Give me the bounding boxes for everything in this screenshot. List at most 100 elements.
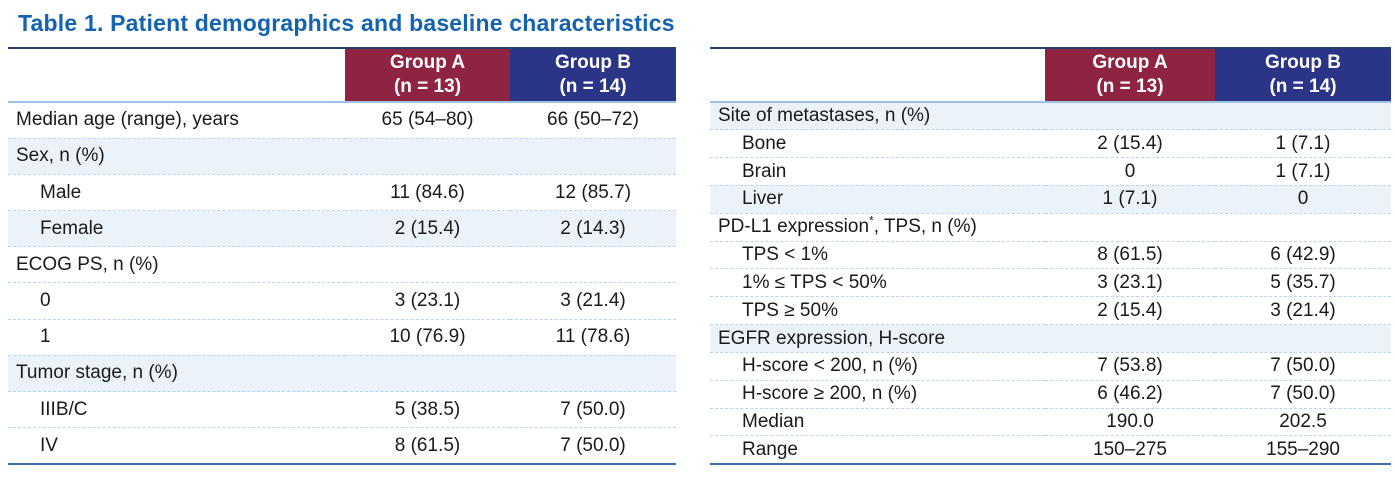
table-row: PD-L1 expression*, TPS, n (%) bbox=[710, 213, 1391, 242]
value-group-b: 12 (85.7) bbox=[554, 181, 632, 203]
table-row: EGFR expression, H-score bbox=[710, 324, 1391, 353]
row-label-text: ECOG PS, n (%) bbox=[16, 253, 159, 275]
value-group-a bbox=[1045, 325, 1215, 353]
row-label: IV bbox=[8, 428, 345, 464]
row-label-text: H-score < 200, n (%) bbox=[742, 355, 918, 377]
value-group-b: 0 bbox=[1297, 188, 1309, 210]
table-row: Median 190.0 202.5 bbox=[710, 408, 1391, 436]
header-group-a-label: Group A bbox=[389, 52, 466, 74]
value-group-b bbox=[510, 355, 676, 391]
row-label-text: IIIB/C bbox=[40, 398, 88, 420]
table-row: 1 10 (76.9) 11 (78.6) bbox=[8, 319, 676, 356]
row-label-text: TPS < 1% bbox=[742, 244, 829, 266]
table-row: Female 2 (15.4) 2 (14.3) bbox=[8, 210, 676, 247]
row-label-text: Sex, n (%) bbox=[16, 145, 105, 167]
row-label: IIIB/C bbox=[8, 392, 345, 428]
row-label: 1 bbox=[8, 319, 345, 355]
row-label-text: IV bbox=[40, 434, 58, 456]
value-group-b: 7 (50.0) bbox=[1270, 355, 1336, 377]
header-group-b-label: Group B bbox=[1265, 52, 1341, 74]
row-label: Male bbox=[8, 174, 345, 210]
characteristics-table-body: Site of metastases, n (%) Bone 2 (15.4) … bbox=[710, 102, 1391, 464]
header-group-a-n: (n = 13) bbox=[393, 76, 462, 97]
value-group-b: 11 (78.6) bbox=[555, 326, 631, 348]
row-label: TPS < 1% bbox=[710, 241, 1045, 269]
table-row: IIIB/C 5 (38.5) 7 (50.0) bbox=[8, 391, 676, 428]
row-label-superscript: * bbox=[869, 213, 874, 228]
value-group-a: 2 (15.4) bbox=[394, 217, 461, 239]
table-row: 0 3 (23.1) 3 (21.4) bbox=[8, 282, 676, 320]
value-group-b bbox=[1215, 213, 1391, 241]
table-row: Brain 0 1 (7.1) bbox=[710, 157, 1391, 186]
row-label: H-score ≥ 200, n (%) bbox=[710, 380, 1045, 408]
header-group-a: Group A (n = 13) bbox=[345, 48, 510, 102]
value-group-a: 10 (76.9) bbox=[389, 326, 466, 348]
header-group-b-n: (n = 14) bbox=[1269, 76, 1337, 97]
table-row: Site of metastases, n (%) bbox=[710, 102, 1391, 130]
table-row: Tumor stage, n (%) bbox=[8, 355, 676, 392]
value-group-a: 1 (7.1) bbox=[1102, 188, 1158, 210]
table-row: TPS < 1% 8 (61.5) 6 (42.9) bbox=[710, 241, 1391, 269]
value-group-a: 8 (61.5) bbox=[1097, 244, 1163, 266]
row-label-text: Tumor stage, n (%) bbox=[16, 362, 178, 384]
row-label-text: Liver bbox=[742, 188, 784, 210]
page-title: Table 1. Patient demographics and baseli… bbox=[18, 10, 675, 36]
table-row: 1% ≤ TPS < 50% 3 (23.1) 5 (35.7) bbox=[710, 268, 1391, 297]
value-group-a: 190.0 bbox=[1106, 411, 1154, 433]
header-row: Group A (n = 13) Group B (n = 14) bbox=[710, 48, 1391, 102]
value-group-b: 5 (35.7) bbox=[1270, 271, 1336, 293]
table-row: Median age (range), years 65 (54–80) 66 … bbox=[8, 102, 676, 139]
row-label: 0 bbox=[8, 283, 345, 319]
value-group-a bbox=[1045, 102, 1215, 130]
value-group-b: 6 (42.9) bbox=[1270, 244, 1336, 266]
value-group-b: 3 (21.4) bbox=[560, 290, 626, 312]
row-label: H-score < 200, n (%) bbox=[710, 352, 1045, 380]
value-group-a: 11 (84.6) bbox=[390, 181, 465, 203]
header-group-b-label: Group B bbox=[555, 52, 631, 74]
row-label: Sex, n (%) bbox=[8, 138, 345, 174]
row-label-text: Site of metastases, n (%) bbox=[718, 105, 931, 127]
row-label-text: Brain bbox=[742, 160, 787, 182]
demographics-table: Group A (n = 13) Group B (n = 14) Median… bbox=[8, 47, 676, 465]
row-label-text: EGFR expression, H-score bbox=[718, 327, 946, 349]
value-group-a: 6 (46.2) bbox=[1097, 383, 1163, 405]
table-row: H-score < 200, n (%) 7 (53.8) 7 (50.0) bbox=[710, 352, 1391, 381]
row-label-text: TPS ≥ 50% bbox=[742, 299, 838, 321]
value-group-b: 3 (21.4) bbox=[1270, 299, 1336, 321]
value-group-a bbox=[345, 247, 510, 283]
value-group-a: 5 (38.5) bbox=[394, 398, 461, 420]
row-label: PD-L1 expression*, TPS, n (%) bbox=[710, 213, 1045, 241]
value-group-a: 3 (23.1) bbox=[1097, 271, 1163, 293]
value-group-a bbox=[345, 138, 510, 174]
tables-container: Group A (n = 13) Group B (n = 14) Median… bbox=[8, 47, 1395, 465]
characteristics-table: Group A (n = 13) Group B (n = 14) Site o… bbox=[710, 47, 1391, 465]
row-label-text: 1% ≤ TPS < 50% bbox=[742, 271, 887, 293]
header-group-a-label: Group A bbox=[1092, 52, 1168, 74]
row-label-text: Female bbox=[40, 217, 104, 239]
row-label: Bone bbox=[710, 130, 1045, 158]
header-group-a-n: (n = 13) bbox=[1096, 76, 1164, 97]
table-row: Bone 2 (15.4) 1 (7.1) bbox=[710, 129, 1391, 158]
value-group-b: 202.5 bbox=[1279, 411, 1327, 433]
value-group-a: 3 (23.1) bbox=[394, 290, 461, 312]
value-group-a: 150–275 bbox=[1093, 438, 1167, 460]
demographics-table-body: Median age (range), years 65 (54–80) 66 … bbox=[8, 102, 676, 464]
row-label: 1% ≤ TPS < 50% bbox=[710, 269, 1045, 297]
row-label: Tumor stage, n (%) bbox=[8, 355, 345, 391]
header-empty-cell bbox=[8, 48, 345, 102]
row-label: EGFR expression, H-score bbox=[710, 325, 1045, 353]
value-group-b: 66 (50–72) bbox=[547, 109, 639, 131]
value-group-a: 2 (15.4) bbox=[1097, 299, 1163, 321]
header-row: Group A (n = 13) Group B (n = 14) bbox=[8, 48, 676, 102]
table-row: H-score ≥ 200, n (%) 6 (46.2) 7 (50.0) bbox=[710, 380, 1391, 409]
row-label-text: H-score ≥ 200, n (%) bbox=[742, 383, 918, 405]
row-label-text: 1 bbox=[40, 326, 51, 348]
row-label-text: Bone bbox=[742, 132, 787, 154]
table-row: ECOG PS, n (%) bbox=[8, 246, 676, 283]
value-group-b: 7 (50.0) bbox=[560, 434, 626, 456]
value-group-a bbox=[345, 355, 510, 391]
value-group-b bbox=[1215, 325, 1391, 353]
row-label: Median bbox=[710, 408, 1045, 436]
row-label-text: 0 bbox=[40, 290, 51, 312]
header-empty-cell bbox=[710, 48, 1045, 102]
